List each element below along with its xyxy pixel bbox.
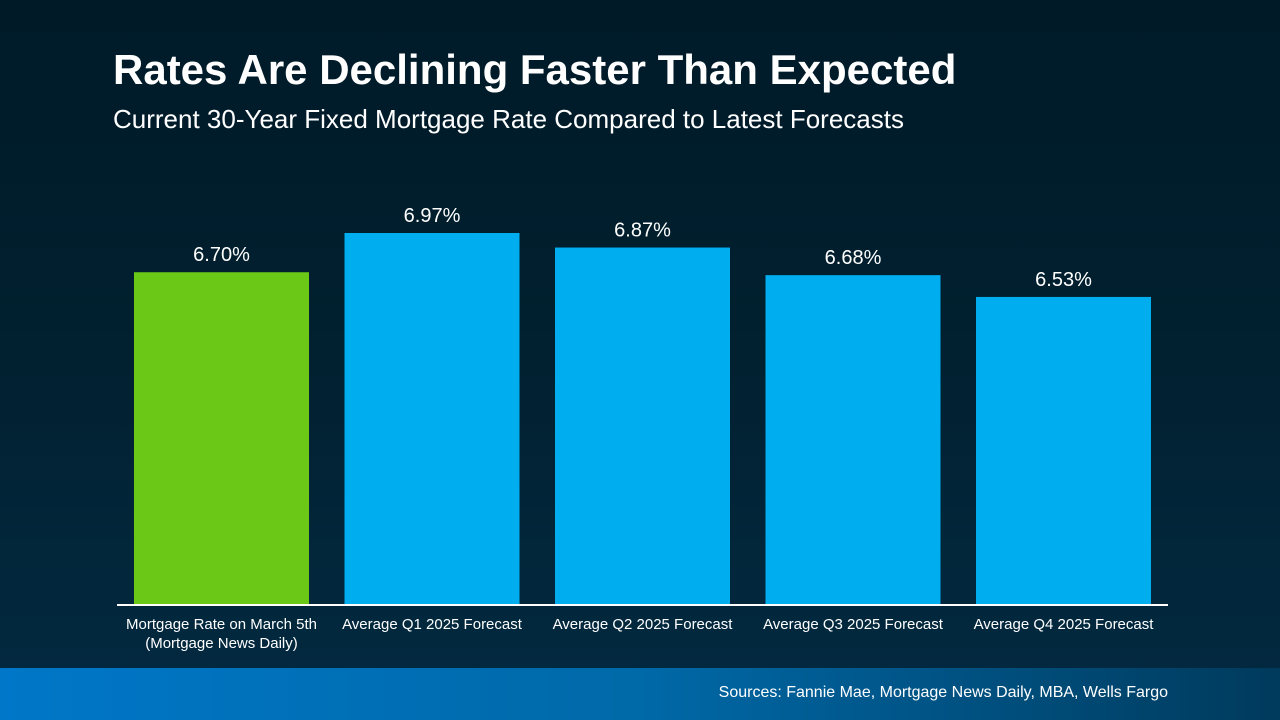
category-label-1-line-2: (Mortgage News Daily) [145,635,298,652]
category-label-2-line-1: Average Q1 2025 Forecast [342,616,523,633]
category-label-4-line-1: Average Q3 2025 Forecast [763,616,944,633]
chart-title: Rates Are Declining Faster Than Expected [113,46,957,93]
bar-4 [765,275,941,605]
sources-note: Sources: Fannie Mae, Mortgage News Daily… [718,684,1168,701]
bar-chart: 6.70% Mortgage Rate on March 5th (Mortgage… [126,205,1155,652]
data-label-3: 6.87% [614,220,671,242]
data-label-5: 6.53% [1035,269,1092,291]
bar-2 [344,233,520,605]
bar-3 [555,247,730,605]
category-label-3-line-1: Average Q2 2025 Forecast [553,616,734,633]
category-label-1-line-1: Mortgage Rate on March 5th [126,616,317,633]
data-label-1: 6.70% [193,244,250,266]
bar-1 [134,272,309,605]
chart-subtitle: Current 30-Year Fixed Mortgage Rate Comp… [113,104,904,134]
footer-bar: Sources: Fannie Mae, Mortgage News Daily… [0,668,1280,720]
category-label-5-line-1: Average Q4 2025 Forecast [974,616,1155,633]
data-label-2: 6.97% [404,205,461,227]
bar-5 [976,296,1151,605]
data-label-4: 6.68% [825,247,882,269]
